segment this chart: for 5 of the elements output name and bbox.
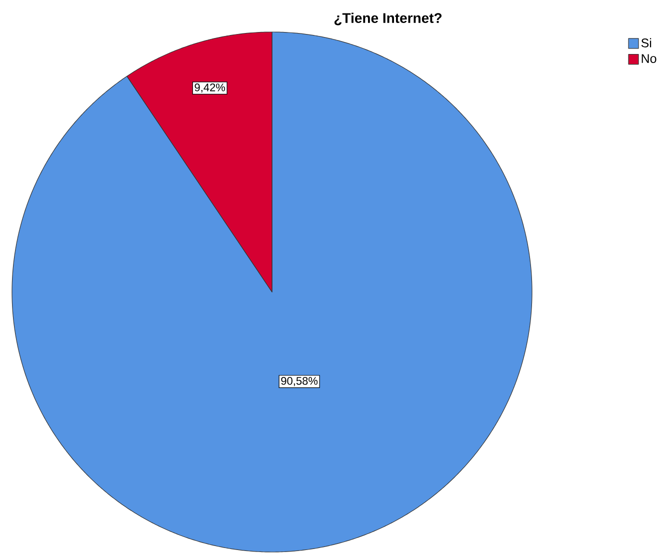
chart-title: ¿Tiene Internet? (334, 12, 442, 26)
legend-label: No (642, 54, 656, 63)
data-label: 9,42% (194, 84, 226, 93)
legend-label: Si (641, 38, 652, 48)
data-label: 90,58% (281, 376, 318, 386)
